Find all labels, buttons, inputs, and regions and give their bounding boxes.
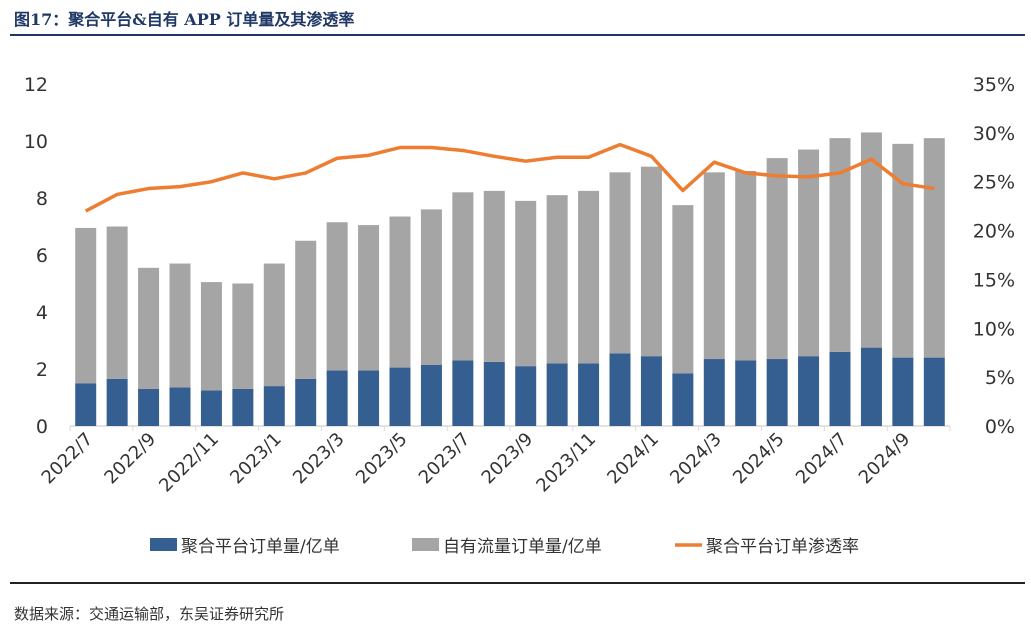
legend-item: 聚合平台订单量/亿单 <box>150 537 340 557</box>
x-axis-tick-label: 2024/5 <box>729 429 789 489</box>
bar-aggregator-orders <box>75 383 97 426</box>
bar-aggregator-orders <box>703 359 725 426</box>
bar-aggregator-orders <box>483 361 505 426</box>
bar-own-app-orders <box>798 149 820 357</box>
right-axis-tick: 35% <box>973 74 1015 96</box>
bar-aggregator-orders <box>672 373 694 426</box>
left-axis-tick: 0 <box>36 416 48 438</box>
left-axis-tick: 6 <box>36 245 48 267</box>
penetration-rate-line <box>84 142 935 213</box>
source-note: 数据来源：交通运输部，东吴证券研究所 <box>14 605 285 623</box>
right-axis-tick: 10% <box>973 318 1015 340</box>
bar-own-app-orders <box>578 190 600 364</box>
bar-aggregator-orders <box>640 356 662 426</box>
bar-own-app-orders <box>138 267 160 389</box>
bar-own-app-orders <box>326 222 348 371</box>
x-axis-tick-label: 2022/11 <box>155 429 223 497</box>
x-axis-tick-label: 2022/9 <box>100 429 160 489</box>
bar-own-app-orders <box>609 172 631 354</box>
bar-own-app-orders <box>546 195 568 364</box>
x-axis-tick-label: 2023/5 <box>352 429 412 489</box>
bar-own-app-orders <box>452 192 474 361</box>
bar-own-app-orders <box>515 200 537 367</box>
bar-aggregator-orders <box>169 387 191 426</box>
left-axis-tick: 8 <box>36 188 48 210</box>
bar-aggregator-orders <box>798 356 820 426</box>
left-axis-tick: 12 <box>24 74 48 96</box>
bar-own-app-orders <box>860 132 882 348</box>
bar-aggregator-orders <box>578 363 600 426</box>
bar-own-app-orders <box>923 138 945 358</box>
bar-own-app-orders <box>106 226 128 379</box>
legend-label: 聚合平台订单量/亿单 <box>181 537 340 557</box>
left-axis-tick: 4 <box>36 302 48 324</box>
bar-own-app-orders <box>200 282 222 391</box>
x-axis-tick-label: 2023/11 <box>532 429 600 497</box>
bar-aggregator-orders <box>358 370 380 426</box>
bar-own-app-orders <box>263 263 285 387</box>
bar-own-app-orders <box>703 172 725 360</box>
x-axis-tick-label: 2024/1 <box>603 429 663 489</box>
x-axis-tick-label: 2024/9 <box>855 429 915 489</box>
title-divider <box>10 34 1025 36</box>
bar-own-app-orders <box>232 283 254 389</box>
right-axis-tick: 0% <box>985 416 1015 438</box>
bar-aggregator-orders <box>420 364 442 426</box>
bar-own-app-orders <box>483 190 505 362</box>
bar-own-app-orders <box>389 216 411 368</box>
legend-label: 自有流量订单量/亿单 <box>443 537 602 557</box>
left-axis-tick: 2 <box>36 359 48 381</box>
right-axis-tick: 15% <box>973 269 1015 291</box>
bar-aggregator-orders <box>232 388 254 426</box>
right-axis-tick: 30% <box>973 123 1015 145</box>
bar-aggregator-orders <box>609 353 631 426</box>
bar-aggregator-orders <box>106 378 128 426</box>
legend-swatch <box>412 538 439 551</box>
bar-aggregator-orders <box>138 388 160 426</box>
bar-aggregator-orders <box>546 363 568 426</box>
bar-own-app-orders <box>766 158 788 360</box>
right-axis-tick: 25% <box>973 172 1015 194</box>
x-axis-tick-label: 2023/1 <box>226 429 286 489</box>
x-axis-tick-label: 2023/7 <box>415 429 475 489</box>
x-axis-tick-label: 2024/7 <box>792 429 852 489</box>
legend-label: 聚合平台订单渗透率 <box>706 537 859 557</box>
bar-aggregator-orders <box>515 366 537 426</box>
legend-swatch <box>150 538 177 551</box>
footer-divider <box>10 582 1025 584</box>
bar-aggregator-orders <box>452 360 474 426</box>
x-axis-tick-label: 2023/9 <box>478 429 538 489</box>
x-axis-tick-label: 2024/3 <box>666 429 726 489</box>
bar-aggregator-orders <box>326 370 348 426</box>
figure-title: 图17：聚合平台&自有 APP 订单量及其渗透率 <box>14 10 355 29</box>
bar-own-app-orders <box>358 225 380 371</box>
bar-aggregator-orders <box>892 357 914 426</box>
bar-own-app-orders <box>735 170 757 361</box>
bar-aggregator-orders <box>766 359 788 426</box>
bar-aggregator-orders <box>860 347 882 426</box>
bar-aggregator-orders <box>295 378 317 426</box>
bar-own-app-orders <box>420 209 442 365</box>
bar-aggregator-orders <box>389 367 411 426</box>
x-axis-tick-label: 2023/3 <box>289 429 349 489</box>
bar-own-app-orders <box>640 166 662 357</box>
right-axis-tick: 5% <box>985 367 1015 389</box>
left-axis-tick: 10 <box>24 131 48 153</box>
bar-own-app-orders <box>672 205 694 374</box>
legend-item: 自有流量订单量/亿单 <box>412 537 602 557</box>
bar-aggregator-orders <box>923 357 945 426</box>
bar-aggregator-orders <box>263 386 285 426</box>
bar-aggregator-orders <box>735 360 757 426</box>
bar-own-app-orders <box>75 227 97 384</box>
bar-aggregator-orders <box>829 351 851 426</box>
bar-own-app-orders <box>829 138 851 352</box>
bar-own-app-orders <box>892 143 914 358</box>
right-axis-tick: 20% <box>973 221 1015 243</box>
bar-own-app-orders <box>169 263 191 388</box>
legend-item: 聚合平台订单渗透率 <box>675 537 859 557</box>
bar-aggregator-orders <box>200 390 222 426</box>
bar-own-app-orders <box>295 240 317 379</box>
